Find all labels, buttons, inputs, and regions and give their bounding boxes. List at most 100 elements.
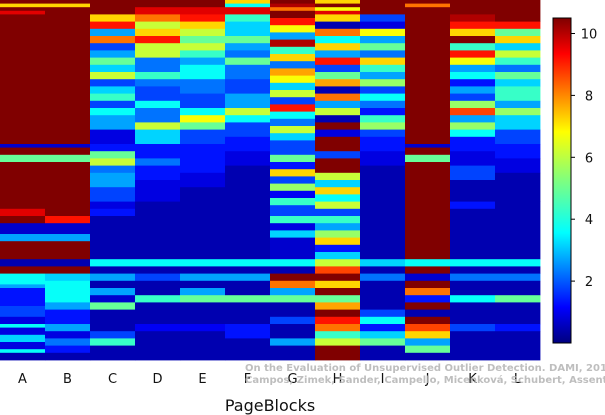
heatmap-cell <box>270 82 316 91</box>
heatmap-cell <box>45 3 91 8</box>
heatmap-cell <box>360 331 406 339</box>
heatmap-cell <box>225 108 271 116</box>
heatmap-cell <box>90 208 136 217</box>
heatmap-cell <box>180 122 226 130</box>
heatmap-cell <box>315 172 361 181</box>
heatmap-cell <box>180 64 226 80</box>
heatmap-cell <box>315 100 361 109</box>
heatmap-cell <box>90 86 136 94</box>
heatmap-cell <box>315 79 361 87</box>
heatmap-cell <box>270 280 316 289</box>
heatmap-cell <box>135 21 181 30</box>
heatmap-cell <box>450 295 496 303</box>
colorbar-gradient <box>552 17 572 344</box>
watermark-line-2: Campos, Zimek, Sander, Campello, Micenko… <box>245 374 605 386</box>
heatmap-cell <box>405 352 451 361</box>
heatmap-cell <box>225 259 271 267</box>
heatmap-cell <box>315 316 361 325</box>
heatmap-cell <box>315 3 361 8</box>
heatmap-cell <box>495 201 541 260</box>
heatmap-cell <box>270 190 316 199</box>
heatmap-cell <box>0 352 46 361</box>
heatmap-cell <box>315 122 361 130</box>
heatmap-cell <box>135 0 181 8</box>
heatmap-cell <box>315 338 361 346</box>
heatmap-cell <box>90 216 136 260</box>
colorbar-tick-label: 10 <box>581 28 598 43</box>
colorbar-tick-labels: 2 4 6 8 10 <box>571 28 598 290</box>
heatmap-cell <box>180 331 226 361</box>
heatmap-cell <box>495 79 541 87</box>
heatmap-cell <box>225 295 271 303</box>
heatmap-cell <box>450 36 496 44</box>
heatmap-cell <box>90 108 136 116</box>
heatmap-cell <box>495 108 541 116</box>
heatmap-cell <box>180 266 226 274</box>
heatmap-cell <box>450 302 496 325</box>
heatmap-cell <box>270 104 316 112</box>
heatmap-cell <box>360 100 406 109</box>
heatmap-cell <box>270 316 316 325</box>
heatmap-cell <box>270 111 316 120</box>
heatmap-cell <box>495 50 541 58</box>
heatmap-cell <box>270 345 316 361</box>
heatmap-cell <box>45 216 91 224</box>
heatmap-cell <box>90 201 136 210</box>
heatmap-cell <box>360 36 406 44</box>
heatmap-cell <box>45 331 91 339</box>
heatmap-cell <box>0 223 46 235</box>
heatmap-cell <box>450 280 496 296</box>
heatmap-cell <box>180 216 226 260</box>
heatmap-plot-area <box>0 0 541 361</box>
heatmap-cell <box>315 280 361 289</box>
heatmap-cell <box>0 266 46 274</box>
heatmap-cell <box>90 50 136 58</box>
heatmap-cell <box>315 302 361 310</box>
heatmap-cell <box>495 331 541 361</box>
heatmap-cell <box>315 93 361 102</box>
heatmap-cell <box>135 331 181 361</box>
heatmap-cell <box>315 7 361 12</box>
heatmap-cell <box>90 64 136 73</box>
heatmap-cell <box>90 273 136 282</box>
heatmap-cell <box>0 162 46 210</box>
heatmap-column-j <box>405 0 451 361</box>
heatmap-cell <box>405 273 451 282</box>
heatmap-cell <box>270 140 316 156</box>
heatmap-cell <box>405 345 451 354</box>
x-tick-label: F <box>244 372 251 387</box>
heatmap-cell <box>360 14 406 22</box>
heatmap-cell <box>315 108 361 116</box>
heatmap-cell <box>0 208 46 217</box>
heatmap-cell <box>180 57 226 66</box>
heatmap-cell <box>495 21 541 30</box>
heatmap-cell <box>450 21 496 30</box>
heatmap-cell <box>270 237 316 260</box>
heatmap-cell <box>225 302 271 325</box>
heatmap-cell <box>90 14 136 22</box>
heatmap-cell <box>45 338 91 346</box>
heatmap-cell <box>405 162 451 260</box>
heatmap-cell <box>90 302 136 310</box>
heatmap-cell <box>270 198 316 206</box>
heatmap-cell <box>180 129 226 145</box>
heatmap-cell <box>225 79 271 94</box>
heatmap-cell <box>270 75 316 84</box>
heatmap-cell <box>360 64 406 73</box>
watermark-line-1: On the Evaluation of Unsupervised Outlie… <box>245 363 605 374</box>
heatmap-cell <box>45 162 91 217</box>
heatmap-cell <box>90 151 136 159</box>
heatmap-cell <box>315 72 361 80</box>
heatmap-cell <box>270 68 316 76</box>
heatmap-cell <box>270 97 316 105</box>
heatmap-cell <box>495 259 541 267</box>
heatmap-cell <box>495 57 541 66</box>
heatmap-cell <box>225 50 271 58</box>
heatmap-cell <box>360 28 406 37</box>
heatmap-cell <box>0 327 46 336</box>
heatmap-cell <box>315 331 361 339</box>
heatmap-cell <box>315 223 361 231</box>
heatmap-cell <box>135 302 181 325</box>
heatmap-cell <box>360 108 406 116</box>
heatmap-column-e <box>180 0 226 361</box>
